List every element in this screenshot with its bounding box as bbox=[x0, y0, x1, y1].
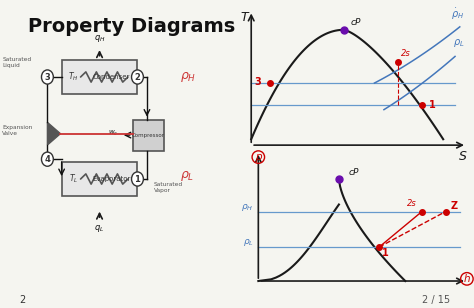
Circle shape bbox=[131, 172, 143, 186]
Text: Condenser: Condenser bbox=[93, 74, 130, 80]
Text: $\rho_H$: $\rho_H$ bbox=[241, 202, 254, 213]
Text: T: T bbox=[240, 10, 248, 24]
Text: Saturated
Vapor: Saturated Vapor bbox=[154, 182, 183, 193]
FancyBboxPatch shape bbox=[62, 162, 137, 196]
Text: Property Diagrams: Property Diagrams bbox=[28, 18, 236, 36]
Circle shape bbox=[42, 70, 53, 84]
Text: 3: 3 bbox=[254, 77, 261, 87]
FancyBboxPatch shape bbox=[62, 60, 137, 94]
Text: $\rho_L$: $\rho_L$ bbox=[180, 169, 194, 183]
Text: h: h bbox=[464, 274, 470, 284]
Polygon shape bbox=[47, 122, 61, 145]
Text: 2 / 15: 2 / 15 bbox=[422, 295, 450, 305]
Text: cP: cP bbox=[351, 18, 361, 27]
Text: $T_H$: $T_H$ bbox=[68, 71, 79, 83]
Text: 3: 3 bbox=[45, 72, 50, 82]
Text: $w_c$: $w_c$ bbox=[108, 129, 118, 138]
Text: $\rho_L$: $\rho_L$ bbox=[453, 37, 465, 49]
Text: S: S bbox=[459, 150, 467, 163]
Text: 4: 4 bbox=[45, 155, 50, 164]
Text: 2s: 2s bbox=[407, 199, 417, 208]
Text: Compressor: Compressor bbox=[132, 132, 164, 138]
Circle shape bbox=[42, 152, 53, 166]
FancyBboxPatch shape bbox=[133, 120, 164, 151]
Text: 1: 1 bbox=[429, 100, 436, 110]
Text: $q_H$: $q_H$ bbox=[94, 33, 105, 44]
Text: $\rho_L$: $\rho_L$ bbox=[243, 237, 254, 248]
Text: $\dot{\rho}_H$: $\dot{\rho}_H$ bbox=[451, 7, 465, 22]
Circle shape bbox=[131, 70, 143, 84]
Text: $\rho_H$: $\rho_H$ bbox=[180, 70, 196, 84]
Text: cP: cP bbox=[348, 168, 359, 177]
Text: 2: 2 bbox=[135, 72, 140, 82]
Text: p: p bbox=[255, 152, 262, 162]
Text: 1: 1 bbox=[382, 248, 388, 257]
Text: 1: 1 bbox=[135, 175, 140, 184]
Text: Expansion
Valve: Expansion Valve bbox=[2, 125, 33, 136]
Text: 2: 2 bbox=[19, 295, 25, 305]
Text: 2s: 2s bbox=[401, 49, 410, 59]
Text: $q_L$: $q_L$ bbox=[94, 223, 105, 234]
Text: Evaporator: Evaporator bbox=[92, 176, 130, 182]
Text: Saturated
Liquid: Saturated Liquid bbox=[2, 57, 31, 68]
Text: Z: Z bbox=[450, 201, 457, 211]
Text: $T_L$: $T_L$ bbox=[69, 173, 78, 185]
